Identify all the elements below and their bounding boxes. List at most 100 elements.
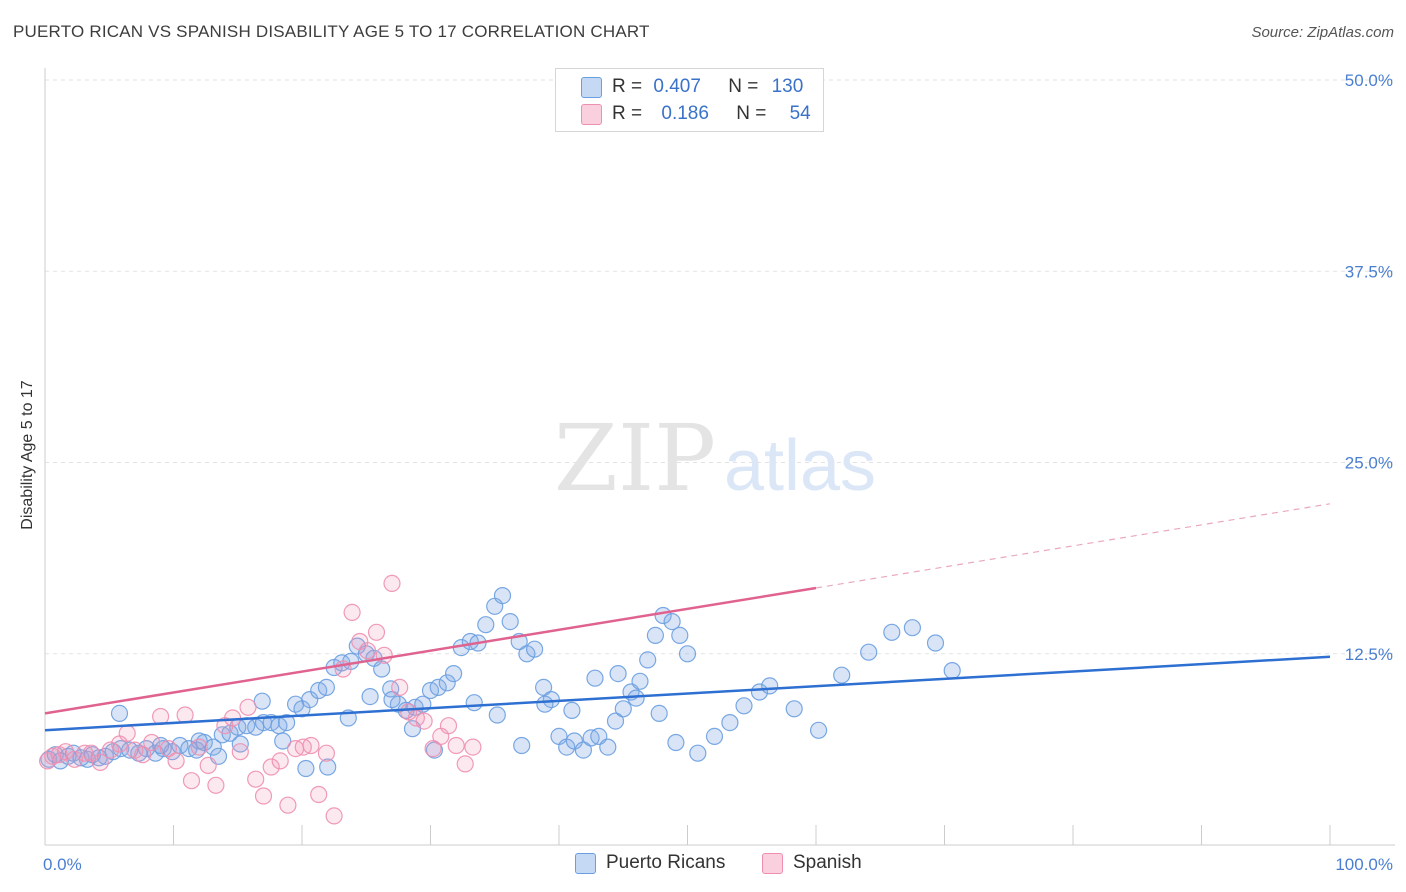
spanish-point	[279, 796, 297, 814]
spanish-point	[176, 706, 194, 724]
puerto-ricans-point	[883, 623, 901, 641]
x-tick-label-left: 0.0%	[43, 855, 82, 874]
watermark-atlas: atlas	[724, 426, 876, 506]
axes	[44, 68, 1395, 846]
puerto-ricans-point	[190, 732, 208, 750]
puerto-ricans-point	[735, 697, 753, 715]
spanish-point	[134, 746, 152, 764]
watermark-zip: ZIP	[554, 405, 716, 512]
spanish-point	[464, 738, 482, 756]
puerto-ricans-point	[319, 758, 337, 776]
legend-n-value: 130	[771, 76, 804, 97]
puerto-ricans-point	[943, 661, 961, 680]
spanish-point	[118, 724, 136, 742]
puerto-ricans-point	[705, 727, 724, 746]
spanish-point	[383, 574, 401, 593]
spanish-point	[231, 743, 249, 761]
puerto-ricans-point	[477, 616, 495, 634]
puerto-ricans-point	[438, 674, 456, 692]
puerto-ricans-point	[525, 640, 544, 658]
legend: R = 0.407 N = 130 R = 0.186 N = 54	[555, 68, 824, 132]
spanish-point	[310, 785, 328, 804]
spanish-point	[65, 750, 84, 768]
legend-n-label: N =	[728, 76, 759, 97]
spanish-point	[325, 807, 343, 825]
chart-title: PUERTO RICAN VS SPANISH DISABILITY AGE 5…	[13, 22, 650, 41]
puerto-ricans-point	[809, 721, 828, 739]
watermark: ZIP atlas	[554, 405, 876, 512]
bottom-legend-puerto-ricans: Puerto Ricans	[575, 852, 725, 874]
puerto-ricans-point	[445, 664, 463, 683]
puerto-ricans-point	[609, 664, 627, 683]
puerto-ricans-point	[317, 678, 335, 697]
puerto-ricans-point	[860, 643, 878, 661]
spanish-point	[247, 770, 265, 788]
spanish-point	[367, 623, 386, 641]
puerto-ricans-point	[536, 695, 554, 713]
spanish-point	[439, 717, 458, 735]
puerto-ricans-point	[121, 741, 139, 759]
puerto-ricans-point	[689, 744, 707, 762]
puerto-ricans-point	[465, 694, 483, 712]
spanish-point	[82, 744, 100, 762]
bottom-legend: Puerto Ricans Spanish	[0, 852, 1406, 878]
spanish-point	[317, 744, 335, 762]
puerto-ricans-point	[513, 736, 531, 755]
spanish-point	[159, 739, 177, 758]
legend-r-value: 0.407	[653, 76, 701, 97]
puerto-ricans-point	[429, 678, 447, 697]
spanish-point	[167, 752, 185, 770]
tick-labels: 12.5% 25.0% 37.5% 50.0% 0.0% 100.0%	[43, 71, 1393, 874]
puerto-ricans-point	[361, 687, 379, 706]
puerto-ricans-point	[926, 634, 945, 652]
puerto-ricans-point	[721, 713, 739, 732]
spanish-point	[91, 753, 109, 772]
spanish-point	[343, 603, 361, 622]
spanish-point	[375, 646, 393, 664]
y-tick-label: 37.5%	[1345, 262, 1393, 281]
legend-swatch-blue	[581, 76, 602, 98]
y-tick-label: 50.0%	[1345, 71, 1393, 90]
puerto-ricans-point	[586, 669, 604, 687]
puerto-ricans-point	[631, 672, 649, 690]
spanish-trend-line	[44, 586, 817, 715]
bottom-legend-label: Puerto Ricans	[606, 852, 726, 873]
spanish-point	[456, 755, 474, 773]
spanish-point	[254, 787, 273, 805]
puerto-ricans-point	[678, 645, 697, 663]
data-points	[38, 574, 961, 825]
spanish-point	[415, 712, 433, 730]
puerto-ricans-point	[663, 612, 681, 631]
puerto-ricans-point	[646, 626, 665, 645]
legend-r-label: R =	[612, 76, 643, 97]
puerto-ricans-point	[297, 759, 315, 778]
puerto-ricans-trend-line	[44, 655, 1331, 732]
trend-lines	[44, 503, 1331, 732]
puerto-ricans-point	[903, 619, 922, 637]
puerto-ricans-point	[278, 713, 296, 732]
puerto-ricans-point	[639, 651, 657, 669]
puerto-ricans-point	[574, 741, 593, 759]
puerto-ricans-point	[606, 712, 625, 730]
puerto-ricans-point	[383, 690, 401, 709]
puerto-ricans-point	[671, 626, 689, 645]
puerto-ricans-point	[667, 733, 685, 752]
x-tick-label-right: 100.0%	[1335, 855, 1393, 874]
puerto-ricans-point	[534, 678, 553, 697]
spanish-point	[143, 733, 161, 752]
puerto-ricans-point	[627, 689, 645, 707]
spanish-trend-line-extension	[815, 503, 1331, 589]
source-label: Source: ZipAtlas.com	[1251, 24, 1394, 41]
legend-r-value: 0.186	[661, 103, 709, 124]
spanish-point	[76, 744, 94, 762]
puerto-ricans-point	[761, 677, 779, 695]
bottom-legend-label: Spanish	[793, 852, 862, 873]
puerto-ricans-point	[488, 706, 506, 724]
spanish-point	[271, 752, 289, 770]
spanish-point	[447, 736, 465, 755]
spanish-point	[101, 741, 120, 759]
puerto-ricans-point	[833, 666, 851, 684]
legend-swatch-blue	[575, 852, 596, 874]
y-tick-label: 25.0%	[1345, 454, 1393, 473]
